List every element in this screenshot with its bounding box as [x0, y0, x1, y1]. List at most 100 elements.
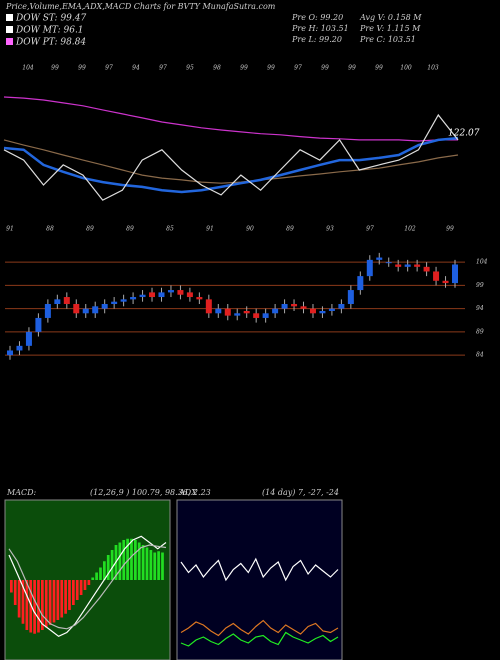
histogram-bar	[83, 580, 87, 590]
legend-label: DOW PT: 98.84	[15, 38, 86, 48]
legend-label: DOW ST: 99.47	[15, 14, 86, 24]
histogram-bar	[17, 580, 21, 618]
date-label: 89	[286, 226, 294, 233]
candle-body	[54, 299, 61, 305]
histogram-bar	[161, 552, 164, 580]
date-label: 102	[404, 226, 416, 233]
candle-body	[442, 280, 449, 284]
candle-body	[328, 308, 335, 311]
histogram-bar	[72, 580, 75, 605]
histogram-bar	[56, 580, 60, 620]
date-label: 99	[375, 65, 383, 72]
candle-body	[272, 308, 279, 314]
histogram-bar	[122, 540, 126, 580]
legend-swatch	[6, 26, 13, 33]
histogram-bar	[141, 545, 145, 580]
candle-body	[234, 313, 241, 316]
y-tick-label: 94	[476, 305, 484, 312]
date-label: 104	[22, 65, 34, 72]
info-text: Avg V: 0.158 M	[359, 13, 422, 22]
candle-body	[414, 264, 421, 267]
line	[180, 557, 339, 582]
date-label: 99	[240, 65, 248, 72]
candle-body	[120, 299, 127, 302]
date-label: 95	[186, 65, 194, 72]
candle-body	[395, 264, 402, 267]
candle-body	[452, 264, 458, 284]
candle-body	[253, 313, 260, 318]
date-label: 89	[126, 226, 134, 233]
candle-body	[376, 257, 383, 260]
date-label: 99	[321, 65, 329, 72]
line	[3, 96, 458, 142]
date-label: 99	[51, 65, 59, 72]
histogram-bar	[137, 542, 141, 580]
candle-body	[177, 290, 184, 295]
line	[180, 619, 339, 637]
histogram-bar	[60, 580, 64, 618]
date-label: 99	[78, 65, 86, 72]
date-label: 100	[400, 65, 412, 72]
line	[3, 139, 459, 184]
candle-body	[423, 266, 430, 272]
candle-body	[139, 294, 146, 298]
candle-body	[281, 304, 288, 309]
histogram-bar	[10, 580, 13, 593]
histogram-bar	[68, 580, 71, 610]
histogram-bar	[99, 567, 102, 580]
y-tick-label: 84	[476, 352, 484, 359]
y-tick-label: 99	[476, 282, 484, 289]
histogram-bar	[29, 580, 33, 633]
candle-body	[366, 259, 373, 277]
candle-body	[149, 292, 156, 298]
histogram-bar	[149, 550, 153, 580]
date-label: 98	[213, 65, 221, 72]
date-label: 88	[46, 226, 54, 233]
date-label: 97	[105, 65, 113, 72]
histogram-bar	[25, 580, 29, 630]
histogram-bar	[48, 580, 52, 625]
date-label: 89	[86, 226, 94, 233]
histogram-bar	[52, 580, 56, 623]
candle-body	[167, 290, 174, 293]
histogram-bar	[37, 580, 40, 633]
date-label: 90	[246, 226, 254, 233]
info-text: Pre O: 99.20	[291, 13, 343, 22]
price-annotation: 122.07	[448, 129, 480, 139]
page-title: Price,Volume,EMA,ADX,MACD Charts for BVT…	[5, 2, 276, 11]
histogram-bar	[95, 572, 98, 580]
histogram-bar	[79, 580, 83, 595]
date-label: 85	[166, 226, 174, 233]
candle-body	[338, 304, 345, 309]
histogram-bar	[153, 552, 157, 580]
info-text: Pre L: 99.20	[291, 35, 342, 44]
candle-body	[262, 313, 269, 318]
line	[8, 544, 167, 630]
date-label: 91	[206, 226, 214, 233]
date-label: 99	[348, 65, 356, 72]
panel-title: ADX	[178, 488, 197, 497]
candle-body	[63, 297, 70, 305]
candle-body	[205, 299, 212, 314]
y-tick-label: 89	[476, 328, 484, 335]
date-label: 97	[294, 65, 302, 72]
histogram-bar	[110, 550, 114, 580]
histogram-bar	[64, 580, 67, 614]
date-label: 93	[326, 226, 334, 233]
candle-body	[243, 310, 250, 314]
candle-body	[73, 304, 80, 314]
histogram-bar	[44, 580, 48, 628]
candle-body	[319, 310, 326, 314]
info-text: Pre H: 103.51	[291, 24, 349, 33]
candle-body	[196, 297, 203, 300]
histogram-bar	[106, 555, 110, 580]
histogram-bar	[103, 561, 106, 580]
candle-body	[309, 308, 316, 314]
histogram-bar	[87, 580, 91, 585]
candle-body	[111, 301, 118, 305]
candle-body	[35, 317, 42, 332]
histogram-bar	[118, 542, 122, 580]
histogram-bar	[75, 580, 79, 600]
candle-body	[25, 331, 32, 346]
